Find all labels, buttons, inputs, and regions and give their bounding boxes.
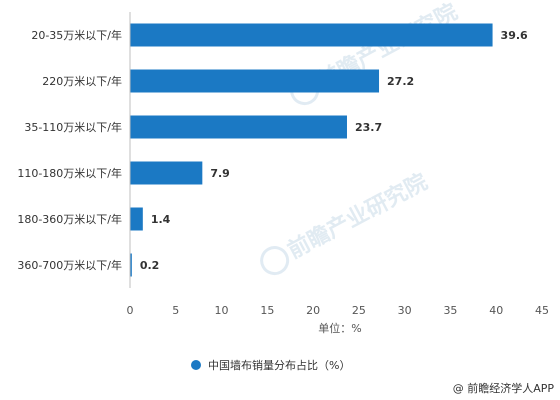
category-label: 360-700万米以下/年 (17, 258, 122, 272)
data-label: 0.2 (140, 259, 160, 272)
x-tick-label: 25 (352, 304, 366, 317)
x-tick-label: 5 (172, 304, 179, 317)
x-tick-label: 35 (443, 304, 457, 317)
x-tick-label: 15 (260, 304, 274, 317)
x-axis-title: 单位：% (318, 321, 361, 335)
bar (130, 207, 143, 231)
bar (130, 253, 132, 277)
data-label: 39.6 (501, 29, 528, 42)
bar (130, 23, 493, 47)
credit-text: @ 前瞻经济学人APP (453, 381, 555, 395)
x-tick-label: 40 (489, 304, 503, 317)
data-label: 27.2 (387, 75, 414, 88)
legend: 中国墙布销量分布占比（%） (191, 358, 350, 372)
x-tick-label: 30 (398, 304, 412, 317)
watermark-text: 前瞻产业研究院 (284, 169, 432, 264)
x-axis: 0 5 10 15 20 25 30 35 40 45 (127, 12, 549, 317)
legend-label: 中国墙布销量分布占比（%） (208, 358, 350, 372)
bar (130, 69, 380, 93)
x-tick-label: 45 (535, 304, 549, 317)
x-tick-label: 10 (215, 304, 229, 317)
x-tick-label: 0 (127, 304, 134, 317)
bar (130, 161, 203, 185)
watermark-logo: 前瞻产业研究院 (260, 169, 432, 276)
data-label: 7.9 (210, 167, 230, 180)
credit: @ 前瞻经济学人APP (453, 381, 555, 395)
data-label: 1.4 (151, 213, 171, 226)
category-label: 20-35万米以下/年 (31, 28, 122, 42)
data-label: 23.7 (355, 121, 382, 134)
bar (130, 115, 347, 139)
x-tick-label: 20 (306, 304, 320, 317)
category-label: 110-180万米以下/年 (17, 166, 122, 180)
category-label: 35-110万米以下/年 (24, 120, 122, 134)
category-label: 180-360万米以下/年 (17, 212, 122, 226)
legend-marker (191, 360, 201, 370)
plot-area: 20-35万米以下/年 39.6 220万米以下/年 27.2 35-110万米以下/年… (17, 23, 528, 277)
category-label: 220万米以下/年 (42, 74, 122, 88)
